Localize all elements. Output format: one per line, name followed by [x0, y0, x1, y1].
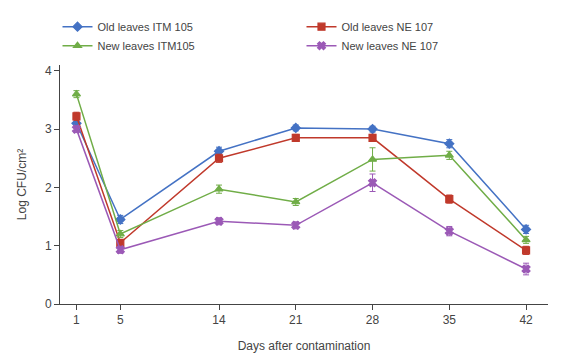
- svg-text:New leaves ITM105: New leaves ITM105: [98, 40, 195, 52]
- svg-text:35: 35: [443, 313, 457, 327]
- svg-text:Old leaves NE 107: Old leaves NE 107: [342, 21, 434, 33]
- svg-text:5: 5: [117, 313, 124, 327]
- svg-text:1: 1: [45, 239, 52, 253]
- svg-text:Days after contamination: Days after contamination: [238, 339, 371, 353]
- svg-text:2: 2: [45, 181, 52, 195]
- svg-text:Log CFU/cm²: Log CFU/cm²: [15, 149, 29, 220]
- svg-text:1: 1: [73, 313, 80, 327]
- svg-text:42: 42: [519, 313, 533, 327]
- svg-text:28: 28: [366, 313, 380, 327]
- svg-text:0: 0: [45, 297, 52, 311]
- svg-text:21: 21: [289, 313, 303, 327]
- svg-text:14: 14: [212, 313, 226, 327]
- svg-text:3: 3: [45, 122, 52, 136]
- svg-text:4: 4: [45, 64, 52, 78]
- svg-text:Old leaves ITM 105: Old leaves ITM 105: [98, 21, 193, 33]
- svg-text:New leaves NE 107: New leaves NE 107: [342, 40, 439, 52]
